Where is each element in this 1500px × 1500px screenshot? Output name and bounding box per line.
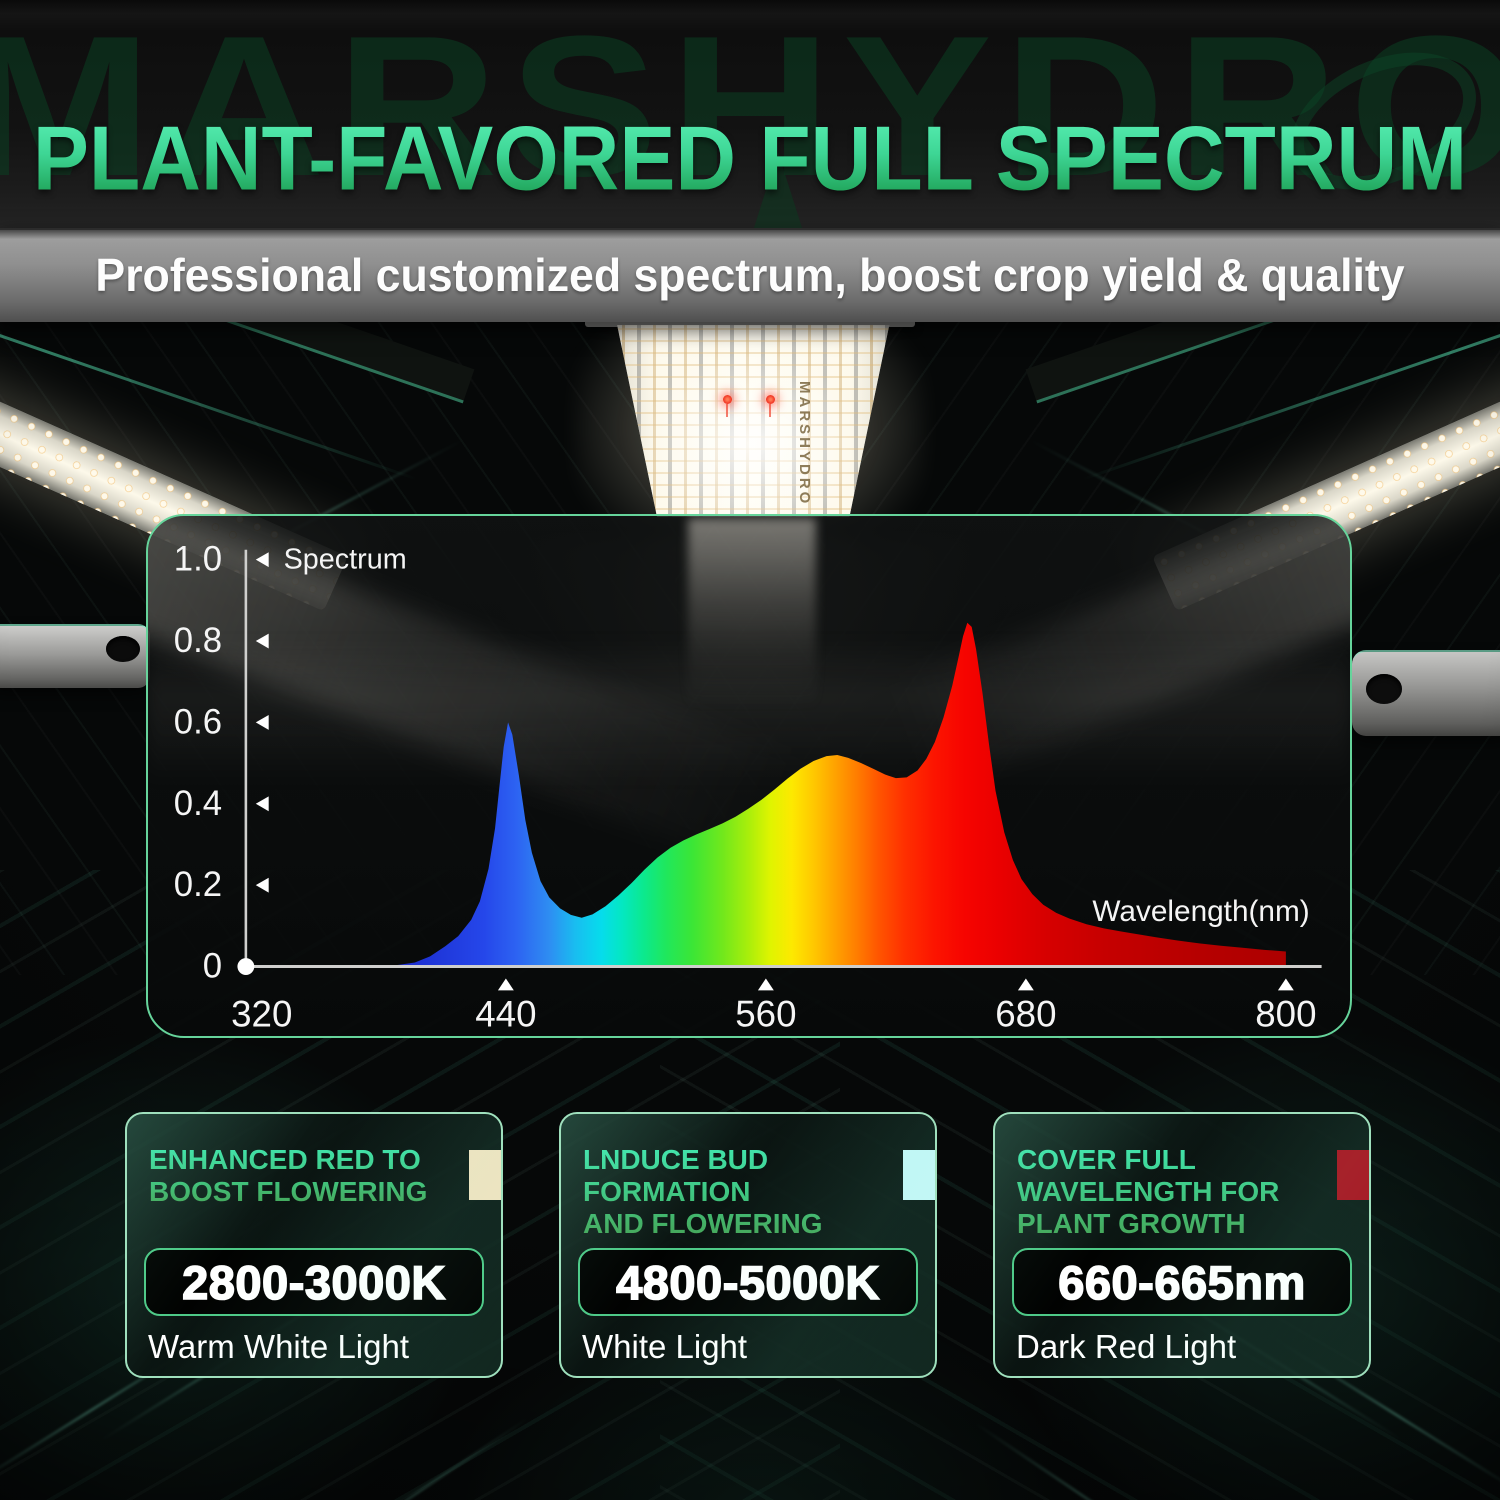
subtitle-text: Professional customized spectrum, boost … bbox=[95, 248, 1405, 301]
y-tick-label: 1.0 bbox=[174, 541, 222, 579]
origin-dot bbox=[237, 958, 255, 975]
warp-beam bbox=[312, 1416, 531, 1500]
feature-cards: ENHANCED RED TO BOOST FLOWERING 2800-300… bbox=[125, 1112, 1371, 1378]
card-heading: COVER FULL WAVELENGTH FOR PLANT GROWTH bbox=[1017, 1144, 1307, 1240]
x-tick-label: 800 bbox=[1255, 994, 1316, 1035]
warp-beam bbox=[972, 1421, 1191, 1500]
light-bar-brand-text: MARSHYDRO bbox=[796, 381, 813, 507]
x-tick-marker-icon bbox=[1277, 978, 1294, 991]
y-tick-label: 0.4 bbox=[174, 785, 222, 823]
x-tick-marker-icon bbox=[497, 978, 514, 991]
red-led-dot bbox=[723, 395, 732, 417]
x-tick-label: 680 bbox=[995, 994, 1056, 1035]
color-swatch-white bbox=[903, 1150, 935, 1200]
y-tick-marker-icon bbox=[255, 714, 269, 730]
spectrum-chart-svg: 0 0.2 0.4 0.6 0.8 1.0 Spectrum 320 440 560 680 800 W… bbox=[174, 541, 1322, 1035]
y-tick-marker-icon bbox=[255, 877, 269, 893]
y-tick-label: 0 bbox=[203, 948, 222, 986]
color-swatch-dark-red bbox=[1337, 1150, 1369, 1200]
feature-card-dark-red: COVER FULL WAVELENGTH FOR PLANT GROWTH 6… bbox=[993, 1112, 1371, 1378]
y-tick-marker-icon bbox=[255, 796, 269, 812]
y-tick-label: 0.8 bbox=[174, 622, 222, 660]
x-tick-label: 560 bbox=[735, 994, 796, 1035]
y-axis-title: Spectrum bbox=[284, 544, 407, 576]
y-tick-marker-icon bbox=[255, 552, 269, 568]
x-tick-marker-icon bbox=[757, 978, 774, 991]
y-tick-label: 0.2 bbox=[174, 866, 222, 904]
card-label: Dark Red Light bbox=[1016, 1328, 1237, 1365]
mount-rod-left bbox=[0, 624, 150, 688]
pill-value: 4800-5000K bbox=[615, 1255, 880, 1310]
feature-card-warm-white: ENHANCED RED TO BOOST FLOWERING 2800-300… bbox=[125, 1112, 503, 1378]
subtitle-bar: Professional customized spectrum, boost … bbox=[0, 228, 1500, 322]
feature-card-white: LNDUCE BUD FORMATION AND FLOWERING 4800-… bbox=[559, 1112, 937, 1378]
card-label: Warm White Light bbox=[148, 1328, 410, 1365]
spectrum-chart-panel: 0 0.2 0.4 0.6 0.8 1.0 Spectrum 320 440 560 680 800 W… bbox=[146, 514, 1352, 1038]
value-pill: 4800-5000K bbox=[578, 1248, 918, 1316]
card-label: White Light bbox=[582, 1328, 748, 1365]
card-heading: LNDUCE BUD FORMATION AND FLOWERING bbox=[583, 1144, 873, 1240]
red-led-dot bbox=[766, 395, 775, 417]
header: MARSHYDRO PLANT-FAVORED FULL SPECTRUM bbox=[0, 0, 1500, 228]
y-tick-label: 0.6 bbox=[174, 703, 222, 741]
x-tick-label: 320 bbox=[231, 994, 292, 1035]
center-bar-ghost bbox=[688, 518, 816, 708]
x-tick-label: 440 bbox=[475, 994, 536, 1035]
y-tick-marker-icon bbox=[255, 633, 269, 649]
pill-value: 2800-3000K bbox=[181, 1255, 446, 1310]
color-swatch-warm-white bbox=[469, 1150, 501, 1200]
x-axis-title: Wavelength(nm) bbox=[1092, 895, 1309, 928]
card-heading: ENHANCED RED TO BOOST FLOWERING bbox=[149, 1144, 439, 1208]
pill-value: 660-665nm bbox=[1057, 1255, 1306, 1310]
brand-watermark: MARSHYDRO bbox=[0, 0, 1500, 218]
brand-leaf-icon bbox=[752, 152, 804, 228]
center-led-light-bar: MARSHYDRO bbox=[617, 325, 890, 517]
x-tick-marker-icon bbox=[1017, 978, 1034, 991]
value-pill: 660-665nm bbox=[1012, 1248, 1352, 1316]
value-pill: 2800-3000K bbox=[144, 1248, 484, 1316]
spectrum-curve bbox=[397, 622, 1286, 967]
mount-rod-right bbox=[1352, 650, 1500, 736]
page-title: PLANT-FAVORED FULL SPECTRUM bbox=[0, 113, 1500, 204]
